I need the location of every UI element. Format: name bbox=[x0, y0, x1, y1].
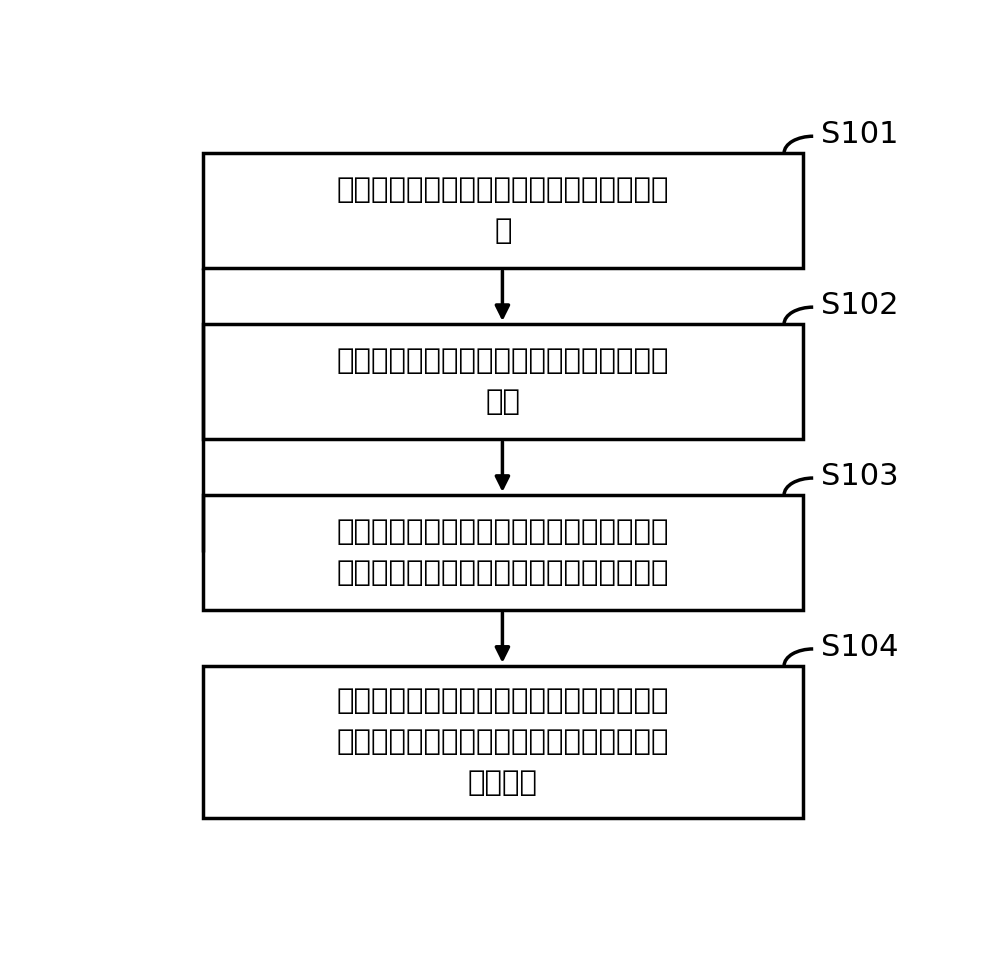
Bar bbox=[202, 495, 803, 610]
Text: 获取目标模型在第一观测点时刻输出的预测
结果: 获取目标模型在第一观测点时刻输出的预测 结果 bbox=[337, 346, 669, 416]
Text: S101: S101 bbox=[821, 121, 898, 150]
Text: 获取当前观测点之前第一表现期内的行为数
据: 获取当前观测点之前第一表现期内的行为数 据 bbox=[337, 176, 669, 245]
Text: 利用所述目标模型的调整函数，对所述目标
模型在所述当前观测点时刻输出的预测结果
进行调整: 利用所述目标模型的调整函数，对所述目标 模型在所述当前观测点时刻输出的预测结果 … bbox=[337, 687, 669, 797]
Bar bbox=[202, 666, 803, 818]
Text: S103: S103 bbox=[821, 462, 899, 491]
Bar bbox=[202, 324, 803, 439]
Text: 利用获取的所述行为数据和预测结果进行调
整函数训练，得到所述目标模型的调整函数: 利用获取的所述行为数据和预测结果进行调 整函数训练，得到所述目标模型的调整函数 bbox=[337, 518, 669, 587]
Bar bbox=[202, 152, 803, 268]
Text: S102: S102 bbox=[821, 291, 898, 320]
Text: S104: S104 bbox=[821, 633, 898, 662]
